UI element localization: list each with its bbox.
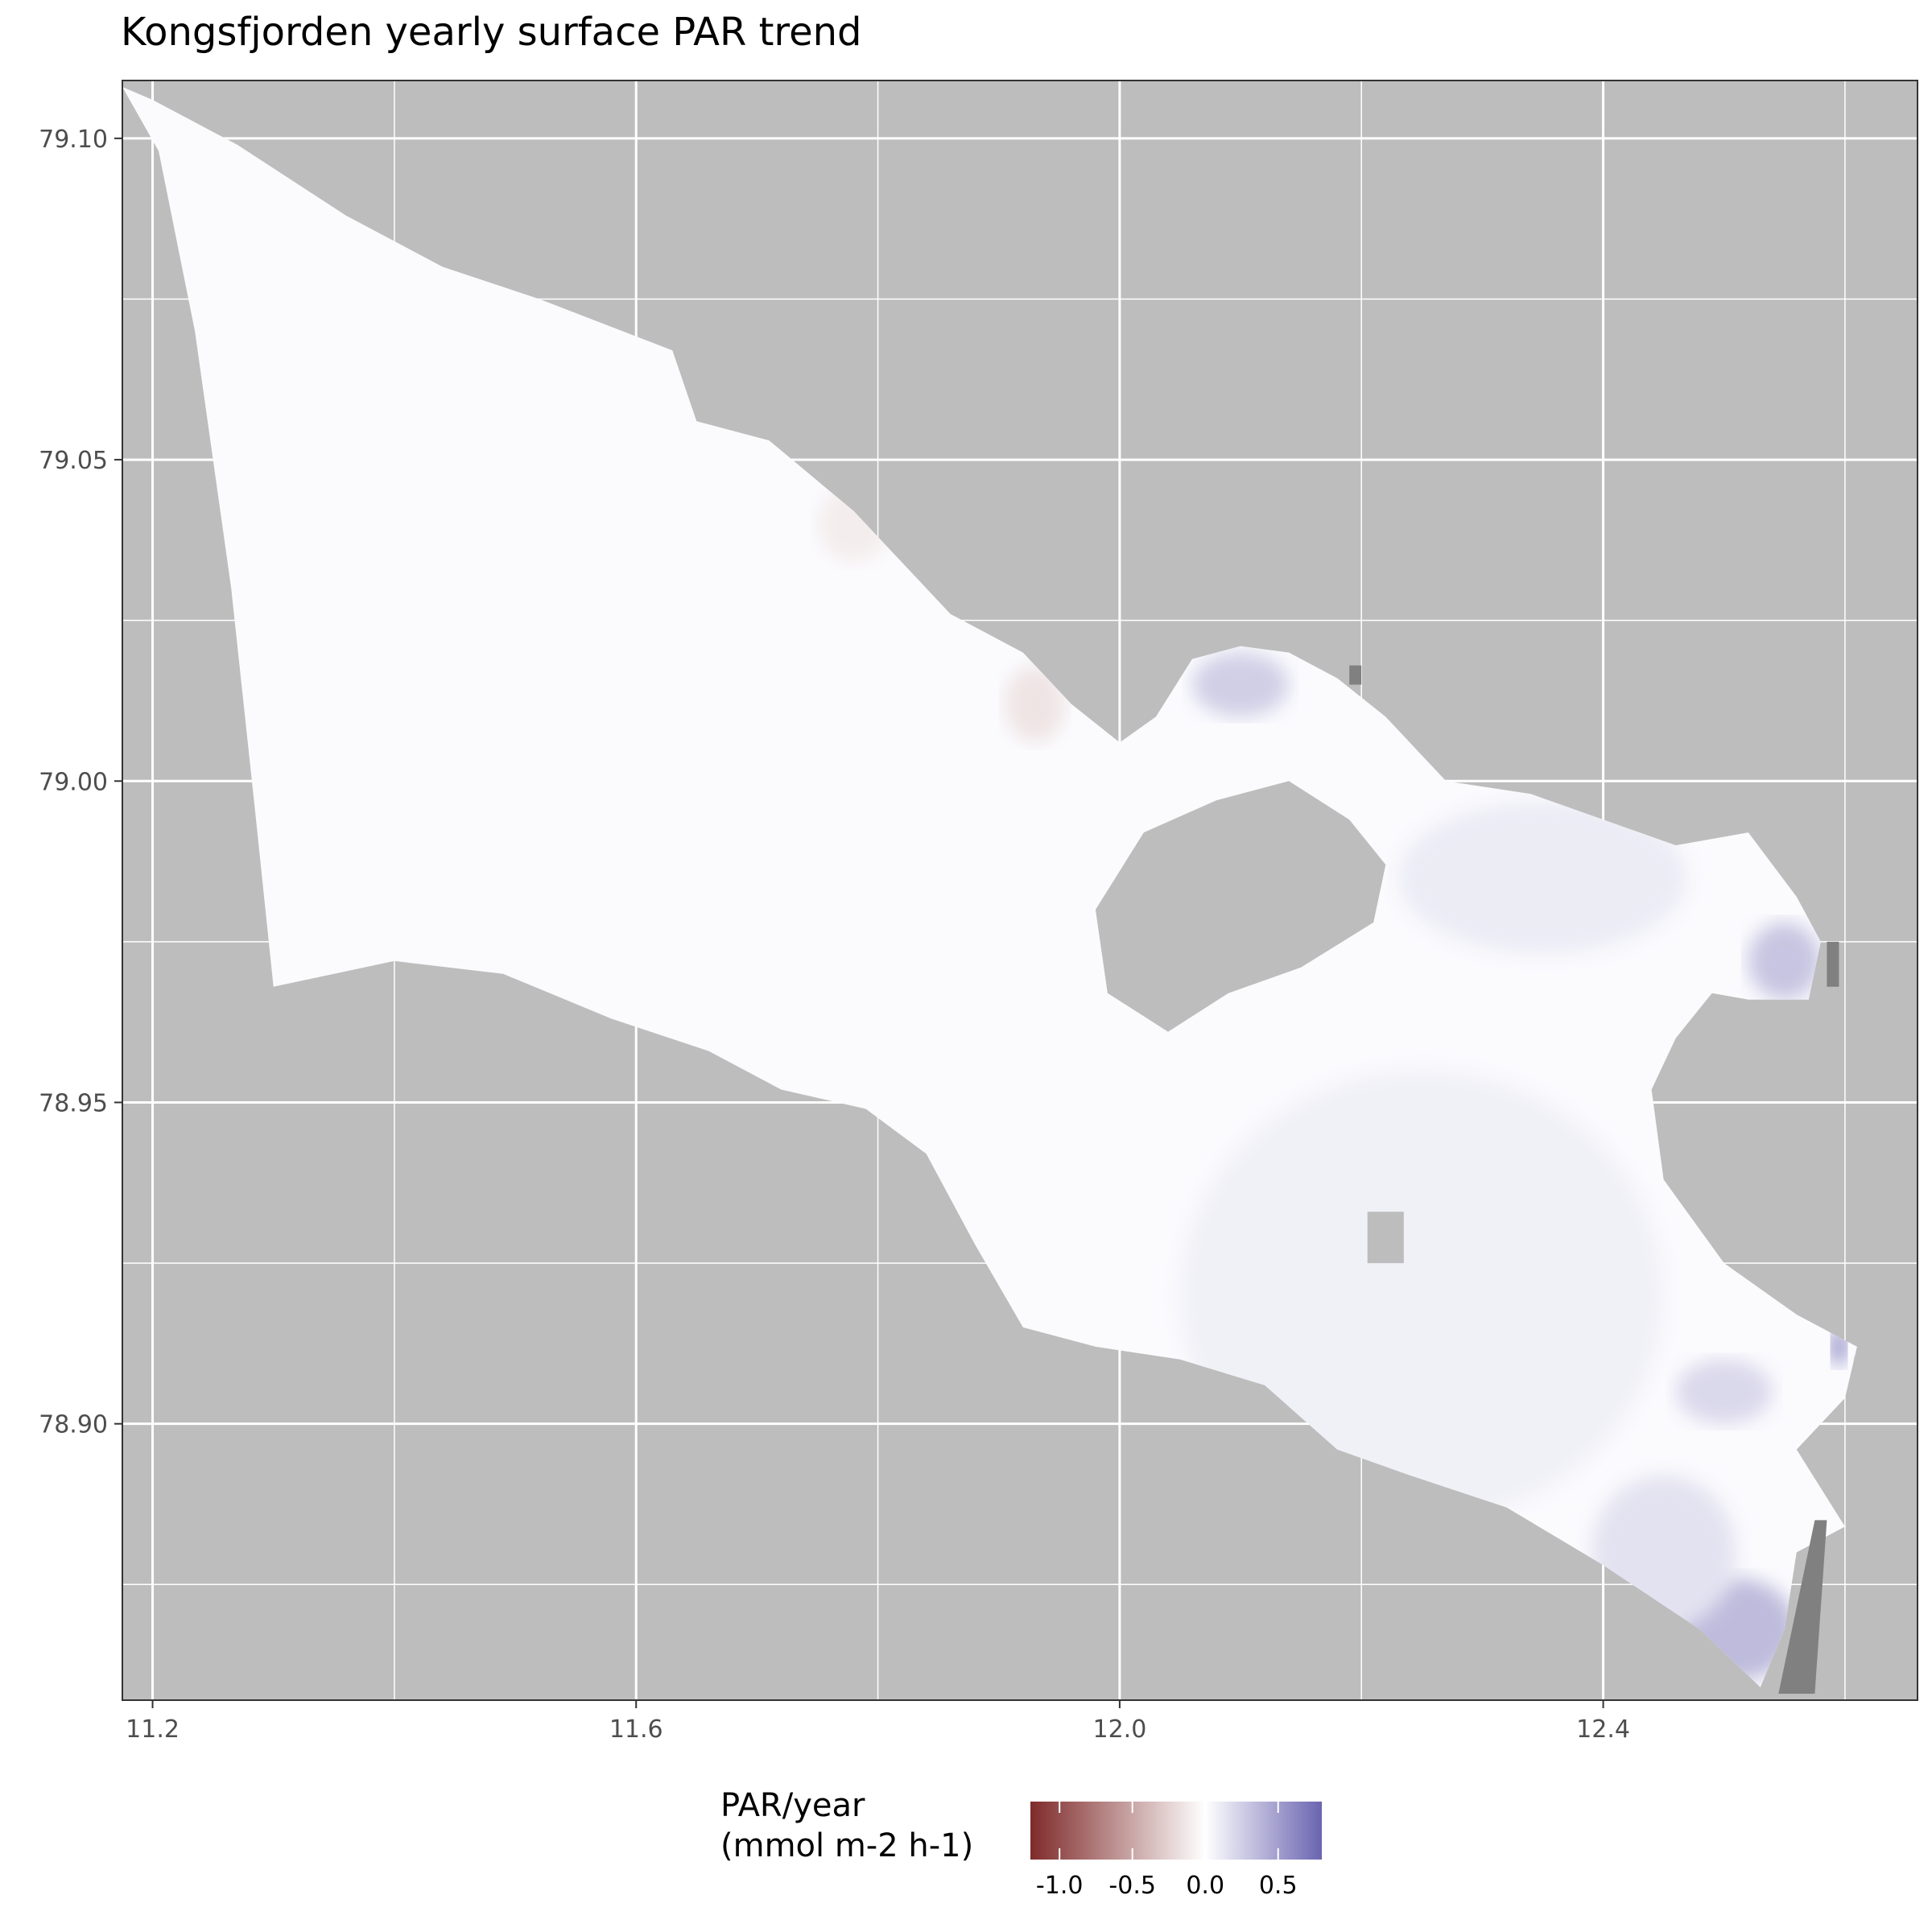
trend-patch xyxy=(1397,800,1688,955)
trend-patch xyxy=(1191,652,1290,717)
legend-title: PAR/year (mmol m-2 h-1) xyxy=(720,1785,973,1866)
x-axis: 11.2 11.6 12.0 12.4 xyxy=(126,1700,1630,1744)
na-cell xyxy=(1349,665,1362,685)
legend-tick-label: -0.5 xyxy=(1108,1872,1156,1900)
y-axis: 79.10 79.05 79.00 78.95 78.90 xyxy=(39,126,122,1439)
y-tick-label: 79.00 xyxy=(39,768,108,796)
legend-tick-label: 0.0 xyxy=(1186,1872,1224,1900)
panel-border xyxy=(122,80,1918,1701)
x-tick-label: 11.2 xyxy=(126,1715,180,1744)
islands xyxy=(1095,781,1404,1264)
trend-patch xyxy=(1675,1359,1773,1424)
y-tick-label: 79.10 xyxy=(39,126,108,154)
y-tick-label: 78.90 xyxy=(39,1411,108,1439)
na-cells xyxy=(1349,665,1839,1694)
trend-patch xyxy=(1179,1070,1664,1521)
trend-patch xyxy=(1748,922,1821,1000)
x-tick-label: 11.6 xyxy=(609,1715,663,1744)
chart-title: Kongsfjorden yearly surface PAR trend xyxy=(121,10,862,55)
legend-tick-label: 0.5 xyxy=(1259,1872,1298,1900)
island xyxy=(1095,781,1386,1032)
trend-patch xyxy=(1005,665,1066,743)
x-tick-label: 12.4 xyxy=(1576,1715,1630,1744)
legend-colorbar: -1.0 -0.5 0.0 0.5 xyxy=(1030,1802,1322,1900)
y-tick-label: 79.05 xyxy=(39,447,108,475)
na-cell xyxy=(1778,1520,1827,1694)
na-cell xyxy=(1827,941,1839,987)
island xyxy=(1367,1212,1404,1264)
legend-title-line2: (mmol m-2 h-1) xyxy=(720,1827,974,1864)
x-tick-label: 12.0 xyxy=(1092,1715,1146,1744)
legend-tick-label: -1.0 xyxy=(1036,1872,1084,1900)
legend-title-line1: PAR/year xyxy=(720,1787,865,1824)
legend-colorbar-fill xyxy=(1030,1802,1322,1860)
y-tick-label: 78.95 xyxy=(39,1089,108,1117)
